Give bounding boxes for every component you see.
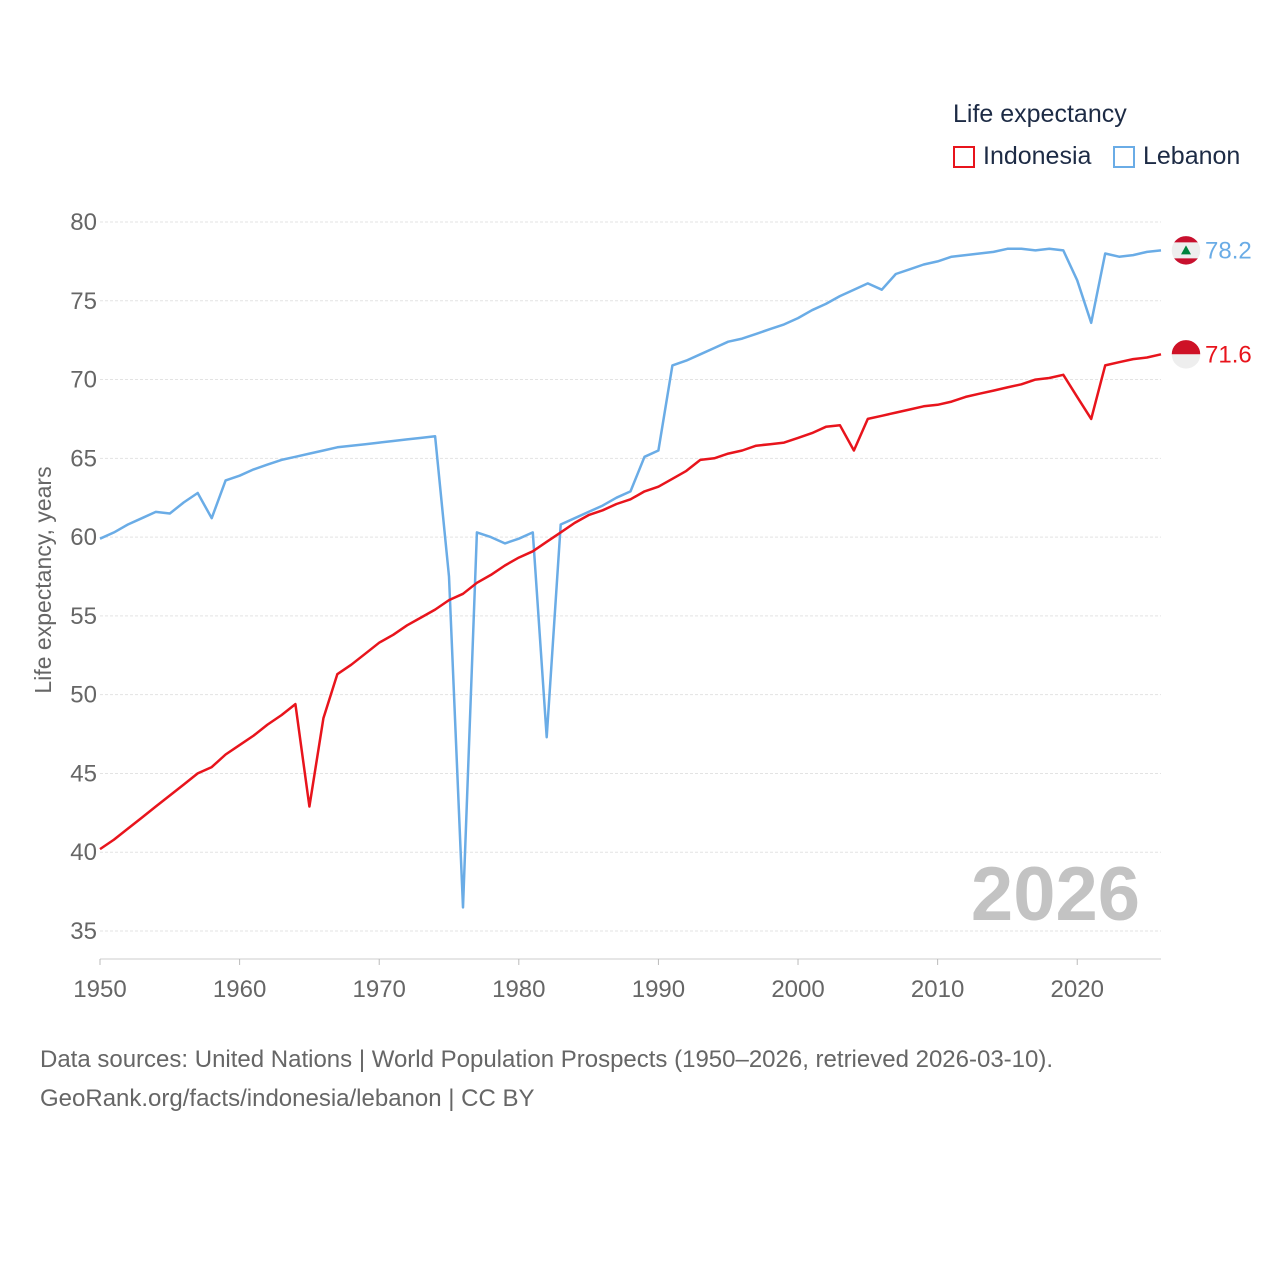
legend-swatch-indonesia	[953, 145, 975, 168]
y-tick-label: 80	[70, 209, 97, 236]
legend-title: Life expectancy	[953, 100, 1127, 128]
x-tick-label: 2020	[1051, 976, 1104, 1003]
y-tick-label: 55	[70, 603, 97, 630]
x-tick-label: 1990	[632, 976, 685, 1003]
x-tick-label: 2000	[771, 976, 824, 1003]
source-line-1[interactable]: Data sources: United Nations | World Pop…	[40, 1046, 1054, 1073]
y-tick-label: 35	[70, 918, 97, 945]
series-line-indonesia	[99, 353, 1162, 851]
legend-item-indonesia[interactable]: Indonesia	[953, 142, 1091, 171]
lebanon-flag-icon	[1170, 234, 1202, 267]
x-tick-label: 2010	[911, 976, 964, 1003]
y-tick-label: 70	[70, 367, 97, 394]
end-label-indonesia: 71.6	[1205, 341, 1252, 368]
year-label: 2026	[971, 852, 1140, 937]
y-tick-label: 75	[70, 288, 97, 315]
x-tick-label: 1960	[213, 976, 266, 1003]
indonesia-flag-icon	[1170, 338, 1202, 371]
legend-item-lebanon[interactable]: Lebanon	[1113, 142, 1240, 171]
series-line-lebanon	[99, 247, 1162, 909]
legend-swatch-lebanon	[1113, 145, 1135, 168]
legend-label-lebanon: Lebanon	[1143, 142, 1241, 170]
y-tick-label: 45	[70, 760, 97, 787]
y-tick-label: 65	[70, 445, 97, 472]
y-tick-label: 60	[70, 524, 97, 551]
x-tick-label: 1980	[492, 976, 545, 1003]
x-tick-label: 1950	[73, 976, 126, 1003]
legend-label-indonesia: Indonesia	[983, 142, 1092, 170]
end-label-lebanon: 78.2	[1205, 237, 1252, 264]
y-axis-title: Life expectancy, years	[30, 466, 56, 693]
y-tick-label: 40	[70, 839, 97, 866]
source-line-2[interactable]: GeoRank.org/facts/indonesia/lebanon | CC…	[40, 1085, 535, 1112]
x-tick-label: 1970	[353, 976, 406, 1003]
y-tick-label: 50	[70, 682, 97, 709]
